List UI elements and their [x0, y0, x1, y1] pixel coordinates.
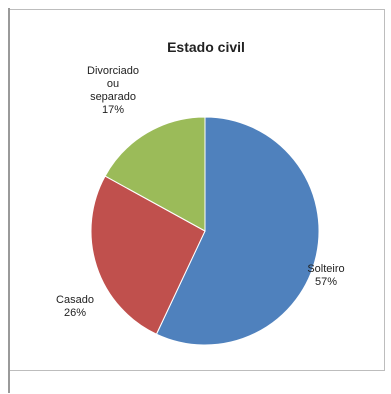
pie-slices [90, 116, 320, 346]
slice-label-solteiro: Solteiro 57% [307, 263, 344, 288]
left-border-line [8, 8, 10, 393]
slice-label-divorciado-ou-separado: Divorciado ou separado 17% [87, 65, 139, 116]
chart-title: Estado civil [167, 39, 245, 55]
pie-slice-solteiro [155, 116, 320, 346]
slice-label-casado: Casado 26% [56, 294, 94, 319]
pie-slice-divorciado-ou-separado [104, 116, 206, 232]
slice-labels: Solteiro 57% Casado 26% Divorciado ou separado… [56, 65, 345, 319]
